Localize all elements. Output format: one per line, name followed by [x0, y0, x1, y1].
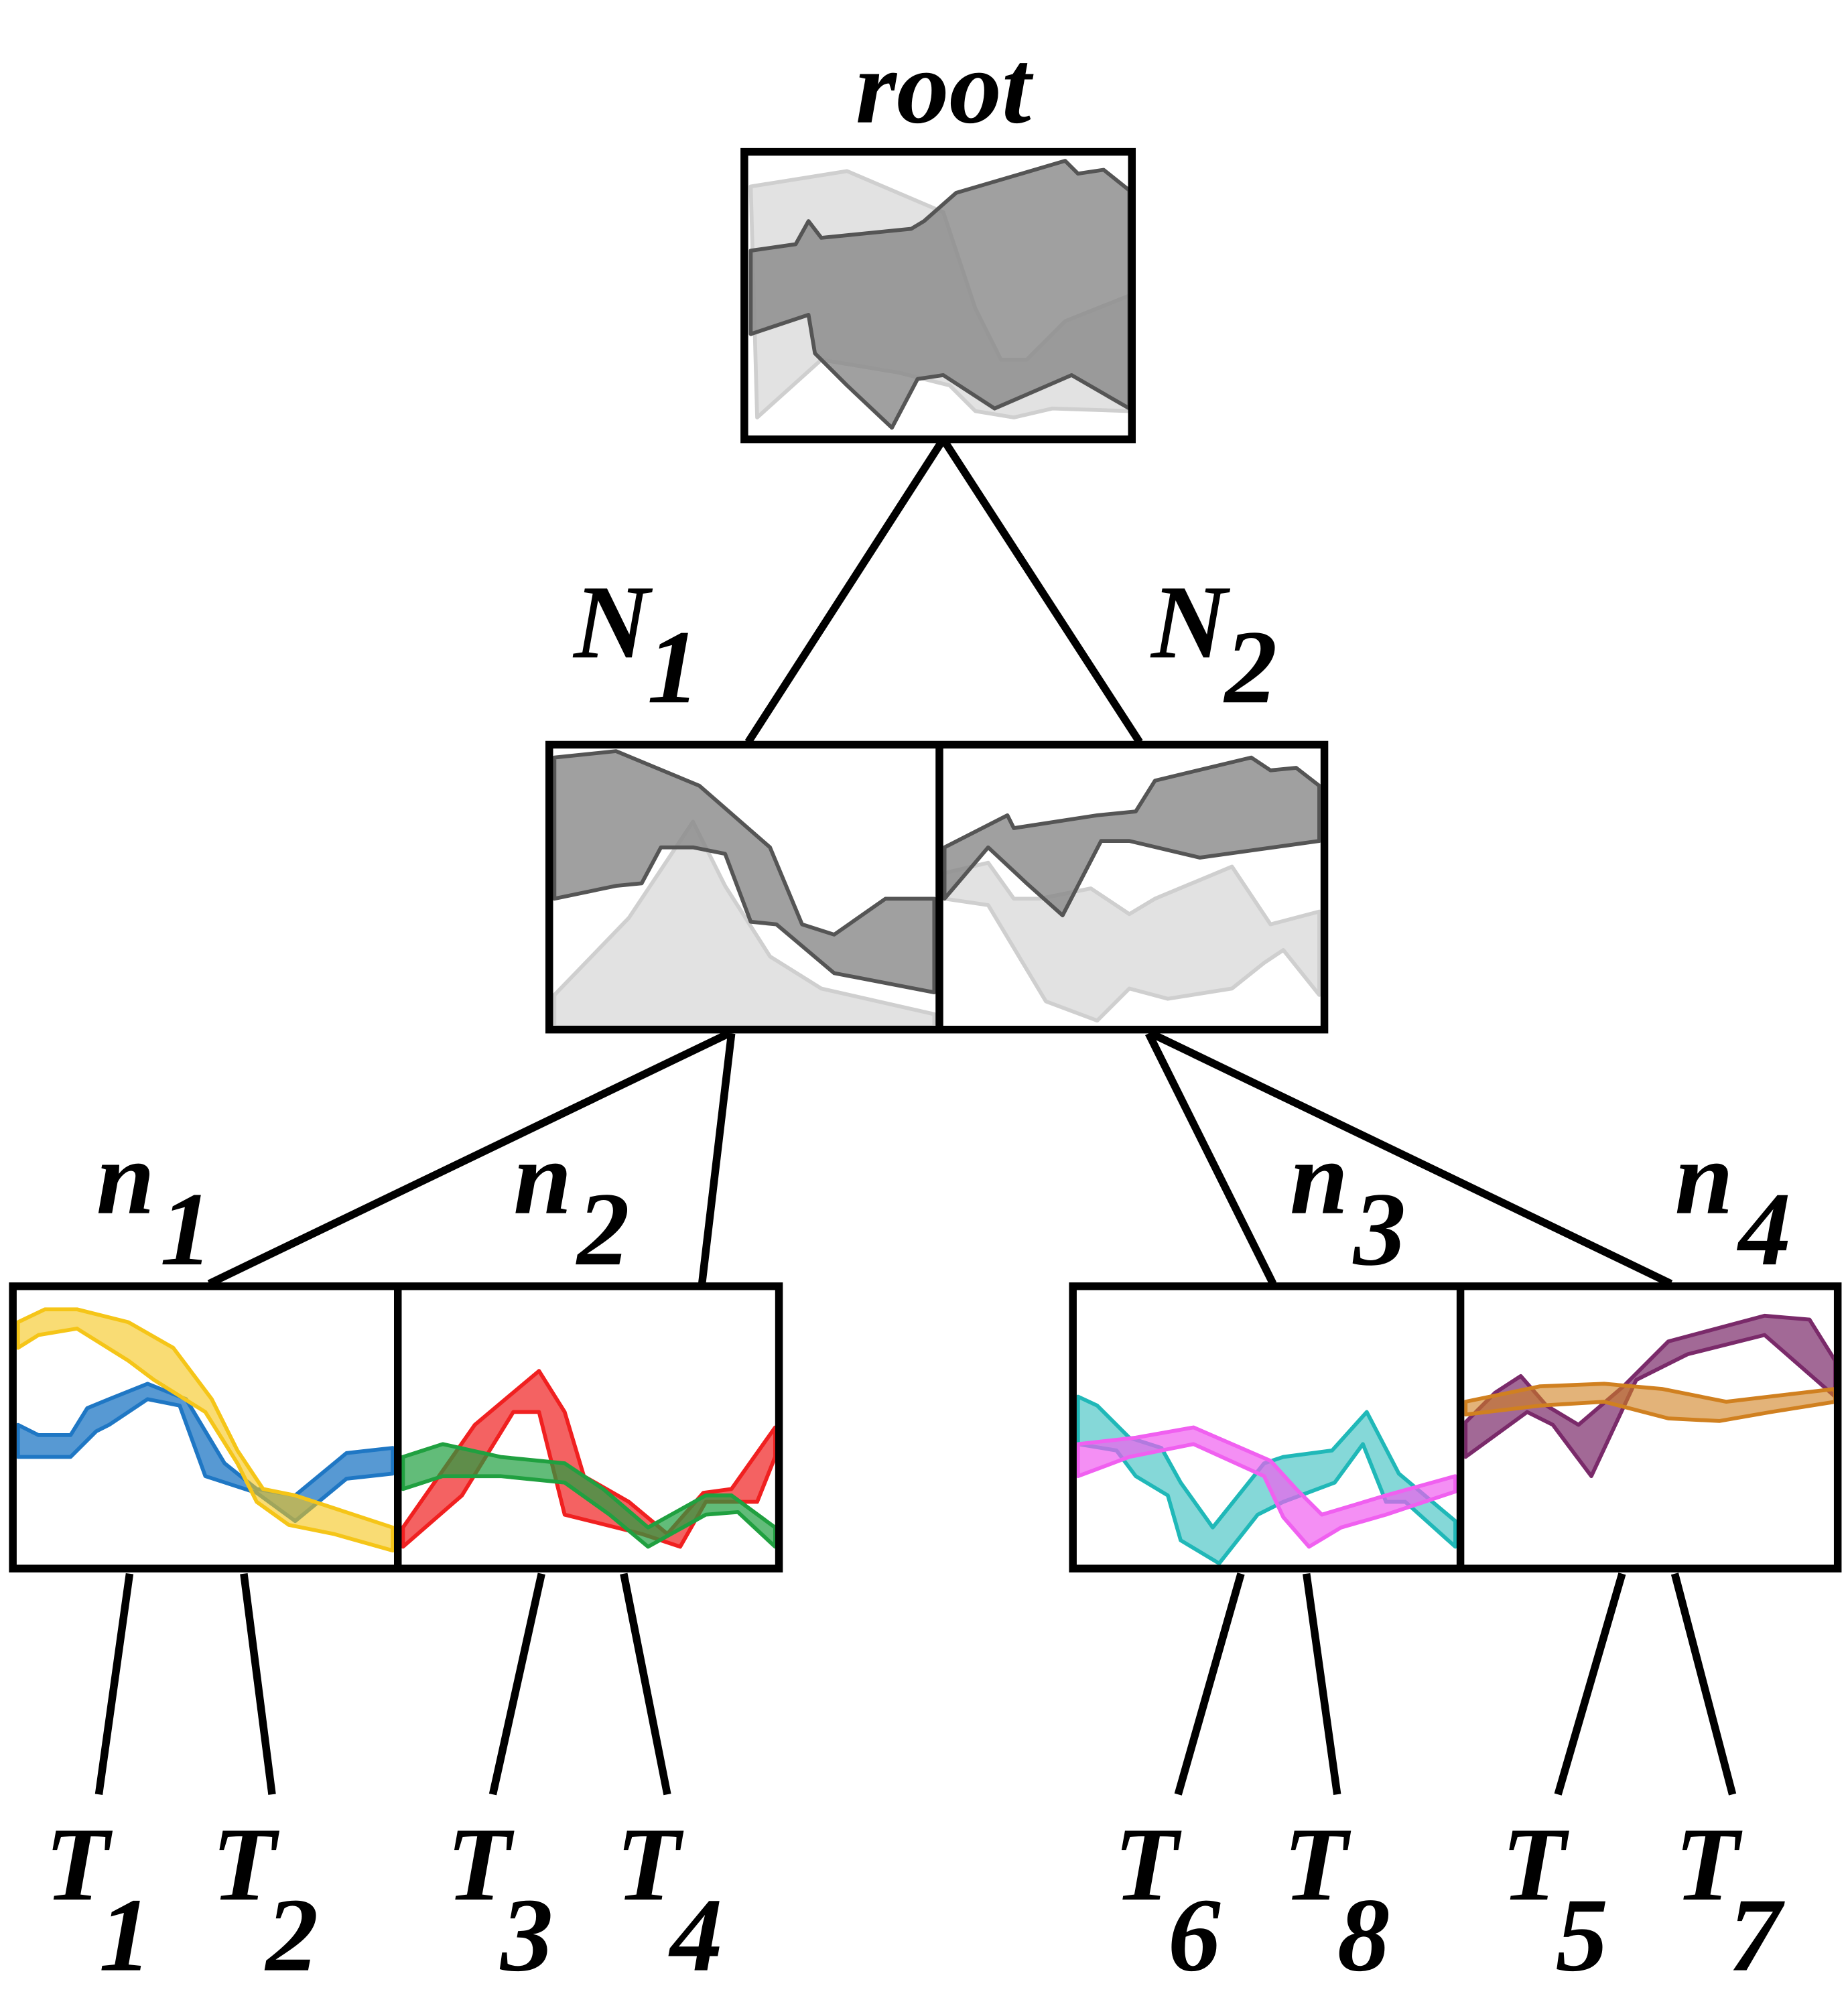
root-label: root — [856, 29, 1034, 145]
label-subscript: 4 — [1736, 1171, 1791, 1287]
n1-small-panel — [16, 1307, 395, 1553]
label-subscript: 2 — [576, 1171, 630, 1287]
label-subscript: 4 — [668, 1877, 723, 1993]
label-letter: T — [212, 1806, 280, 1922]
node-label: n4 — [1674, 1120, 1791, 1288]
n3-small-panel — [1076, 1394, 1457, 1565]
label-letter: T — [1114, 1806, 1182, 1922]
label-letter: N — [572, 563, 653, 680]
node-label: n2 — [513, 1120, 630, 1288]
label-letter: n — [1674, 1120, 1733, 1236]
label-subscript: 5 — [1555, 1877, 1608, 1993]
n1-panel — [553, 749, 937, 1026]
label-subscript: 3 — [499, 1877, 553, 1993]
root-box — [740, 147, 1136, 444]
label-subscript: 6 — [1168, 1877, 1221, 1993]
label-letter: T — [447, 1806, 515, 1922]
n4-small-panel — [1464, 1313, 1834, 1479]
label-subscript: 1 — [99, 1877, 152, 1993]
label-subscript: 1 — [647, 608, 700, 725]
edges — [94, 437, 1737, 1796]
n2-panel — [943, 755, 1321, 1023]
label-letter: T — [1283, 1806, 1351, 1922]
label-letter: n — [513, 1120, 572, 1236]
node-label: N2 — [1150, 563, 1277, 725]
label-subscript: 2 — [265, 1877, 319, 1993]
label-letter: n — [96, 1120, 155, 1236]
label-letter: N — [1150, 563, 1231, 680]
label-subscript: 2 — [1224, 608, 1278, 725]
label-letter: T — [616, 1806, 684, 1922]
label-letter: T — [45, 1806, 113, 1922]
label-letter: T — [1674, 1806, 1743, 1922]
label-subscript: 1 — [160, 1171, 213, 1287]
label-letter: n — [1290, 1120, 1348, 1236]
root-panel — [748, 159, 1128, 430]
label-subscript: 3 — [1352, 1171, 1406, 1287]
n2-small-panel — [401, 1369, 775, 1549]
level2-right-box — [1069, 1282, 1842, 1573]
node-label: n3 — [1290, 1120, 1406, 1288]
node-label: n1 — [96, 1120, 213, 1288]
node-label: N1 — [572, 563, 700, 725]
label-letter: T — [1502, 1806, 1570, 1922]
label-subscript: 7 — [1729, 1877, 1785, 1993]
label-subscript: 8 — [1337, 1877, 1390, 1993]
